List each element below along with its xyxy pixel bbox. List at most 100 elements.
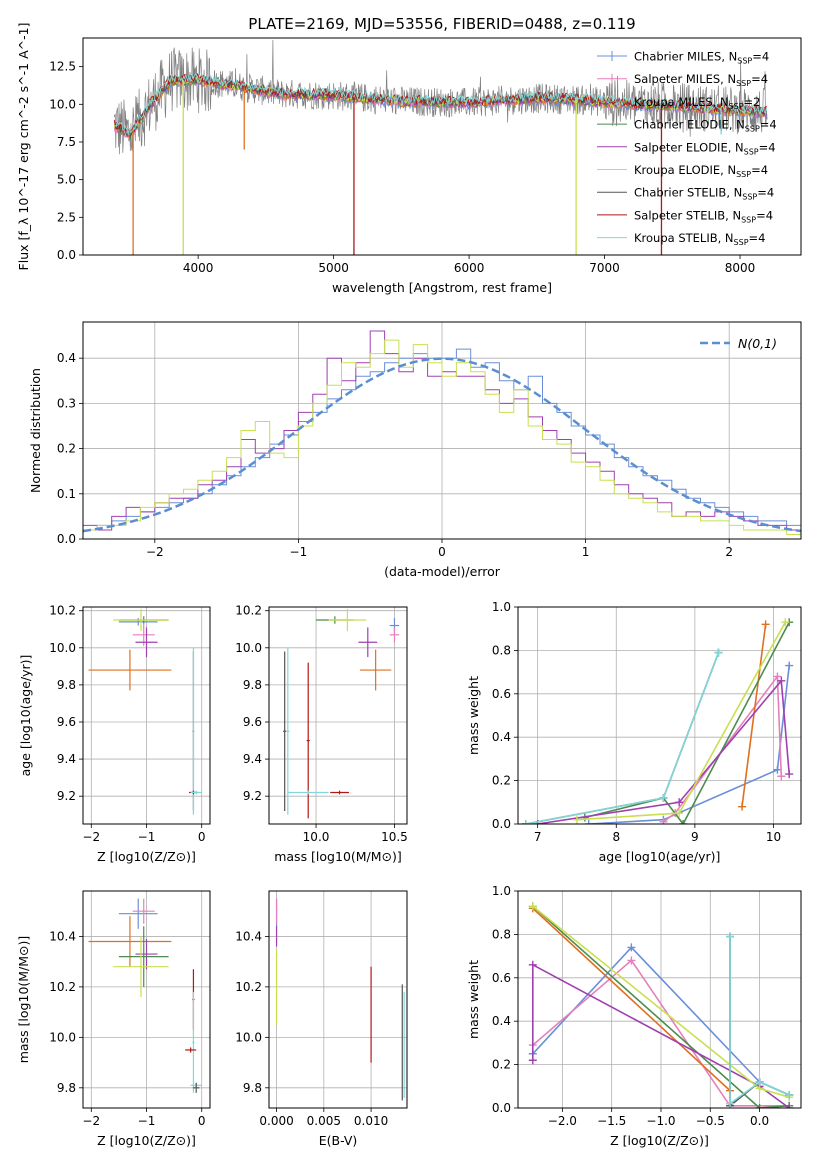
mass-weight-marker [659, 793, 668, 802]
legend-subscript: SSP [742, 193, 757, 202]
legend-label: Chabrier MILES, NSSP=4 [634, 50, 769, 66]
mass-weight-marker [714, 648, 723, 657]
spectrum-plot-area [113, 39, 768, 255]
x-axis-label: age [log10(age/yr)] [599, 849, 721, 864]
line-plot-area [521, 618, 794, 824]
x-axis-label: Z [log10(Z/Z⊙)] [97, 1133, 196, 1148]
mass-weight-line [525, 652, 720, 824]
legend-label: Salpeter MILES, NSSP=4 [634, 72, 768, 88]
mass-weight-marker [528, 960, 537, 969]
x-tick-label: −2 [82, 1114, 100, 1128]
y-tick-label: 10.2 [49, 604, 76, 618]
y-axis-label: Normed distribution [28, 368, 43, 493]
legend-subscript: SSP [734, 238, 749, 247]
x-tick-label: −1 [138, 1114, 156, 1128]
y-tick-label: 9.6 [243, 715, 262, 729]
mass-weight-marker [785, 770, 794, 779]
x-axis-label: mass [log10(M/M⊙)] [274, 849, 402, 864]
y-tick-label: 0.6 [492, 971, 511, 985]
mass-weight-marker [726, 1099, 735, 1108]
y-tick-label: 10.0 [49, 641, 76, 655]
y-tick-label: 10.0 [49, 97, 76, 111]
y-tick-label: 9.8 [243, 678, 262, 692]
y-tick-label: 9.2 [57, 789, 76, 803]
y-axis-label: mass [log10(M/M⊙)] [16, 936, 31, 1064]
legend-label: N(0,1) [738, 336, 777, 351]
y-tick-label: 0.8 [492, 643, 511, 657]
y-tick-label: 9.8 [57, 678, 76, 692]
x-tick-label: 5000 [318, 261, 349, 275]
x-tick-label: 10 [766, 830, 781, 844]
x-axis-label: E(B-V) [319, 1133, 358, 1148]
plot-frame [82, 321, 802, 540]
x-tick-label: 10.5 [381, 830, 408, 844]
plot-frame [517, 890, 802, 1109]
massweight-vs-metallicity-chart: −2.0 −1.5 −1.0 −0.5 0.0 0.0 0.2 0.4 0.6 0.8 1.0 Z [… [466, 884, 802, 1148]
y-tick-label: 10.2 [49, 980, 76, 994]
mass-weight-marker [785, 1104, 794, 1108]
mass-weight-marker [726, 932, 735, 941]
y-tick-label: 0.4 [57, 351, 76, 365]
mass-weight-marker [781, 618, 790, 627]
x-tick-label: 0.010 [354, 1114, 388, 1128]
errorbar-plot-area [283, 608, 400, 819]
y-tick-label: 5.0 [57, 173, 76, 187]
mass-weight-marker [675, 798, 684, 807]
mass-weight-line [532, 963, 790, 1108]
plot-frame [82, 37, 802, 256]
x-tick-label: 1 [582, 545, 590, 559]
mass-vs-extinction-chart: 0.000 0.005 0.010 9.8 10.0 10.2 10.4 E(B-V) [235, 890, 408, 1148]
plot-frame [268, 606, 408, 825]
mass-weight-marker [761, 620, 770, 629]
x-tick-label: 0.005 [307, 1114, 341, 1128]
x-tick-label: 9 [691, 830, 699, 844]
mass-weight-marker [659, 817, 668, 824]
y-axis-label: age [log10(age/yr)] [18, 655, 33, 777]
x-tick-label: −2 [82, 830, 100, 844]
y-tick-label: 0.3 [57, 396, 76, 410]
mass-weight-marker [528, 902, 537, 911]
y-tick-label: 0.2 [492, 774, 511, 788]
spectrum-chart: 4000 5000 6000 7000 8000 0.0 2.5 5.0 7.5 10.0 12.5… [16, 23, 802, 295]
mass-weight-line [532, 907, 731, 1092]
legend-label-value: =4 [759, 140, 776, 154]
mass-weight-line [729, 936, 790, 1106]
age-vs-metallicity-chart: −2 −1 0 9.2 9.4 9.6 9.8 10.0 10.2 Z [log10(Z/Z⊙)]… [18, 604, 211, 864]
legend-label-value: =4 [760, 118, 777, 132]
y-tick-label: 0.2 [492, 1058, 511, 1072]
figure-title: PLATE=2169, MJD=53556, FIBERID=0488, z=0… [248, 15, 635, 33]
y-tick-label: 0.0 [492, 817, 511, 831]
x-tick-label: 0.000 [259, 1114, 293, 1128]
y-tick-label: 0.0 [492, 1101, 511, 1115]
mass-weight-marker [528, 1056, 537, 1065]
y-tick-label: 1.0 [492, 884, 511, 898]
legend-label: Kroupa ELODIE, NSSP=4 [634, 163, 768, 179]
x-tick-label: 8 [612, 830, 620, 844]
x-tick-label: −2.0 [548, 1114, 577, 1128]
histogram-plot-area [83, 330, 801, 535]
y-tick-label: 9.4 [243, 752, 262, 766]
y-tick-label: 1.0 [492, 600, 511, 614]
y-tick-label: 9.2 [243, 789, 262, 803]
mass-weight-line [588, 665, 790, 824]
y-tick-label: 9.6 [57, 715, 76, 729]
legend-subscript: SSP [744, 147, 759, 156]
y-tick-label: 10.2 [235, 604, 262, 618]
x-axis-label: (data-model)/error [384, 564, 501, 579]
legend-label: Kroupa STELIB, NSSP=4 [634, 231, 765, 247]
legend-subscript: SSP [729, 102, 744, 111]
y-tick-label: 10.4 [49, 929, 76, 943]
x-tick-label: −1.5 [597, 1114, 626, 1128]
legend-label-value: =4 [752, 50, 769, 64]
mass-weight-marker [521, 820, 530, 824]
mass-weight-line [584, 621, 790, 824]
mass-weight-marker [773, 672, 782, 681]
legend-label-value: =2 [744, 95, 761, 109]
x-tick-label: 0 [198, 1114, 206, 1128]
x-axis-label: Z [log10(Z/Z⊙)] [97, 849, 196, 864]
legend-label: Chabrier ELODIE, NSSP=4 [634, 118, 777, 134]
legend-label-value: =4 [756, 208, 773, 222]
y-tick-label: 0.2 [57, 442, 76, 456]
y-axis-label: mass weight [466, 676, 481, 755]
